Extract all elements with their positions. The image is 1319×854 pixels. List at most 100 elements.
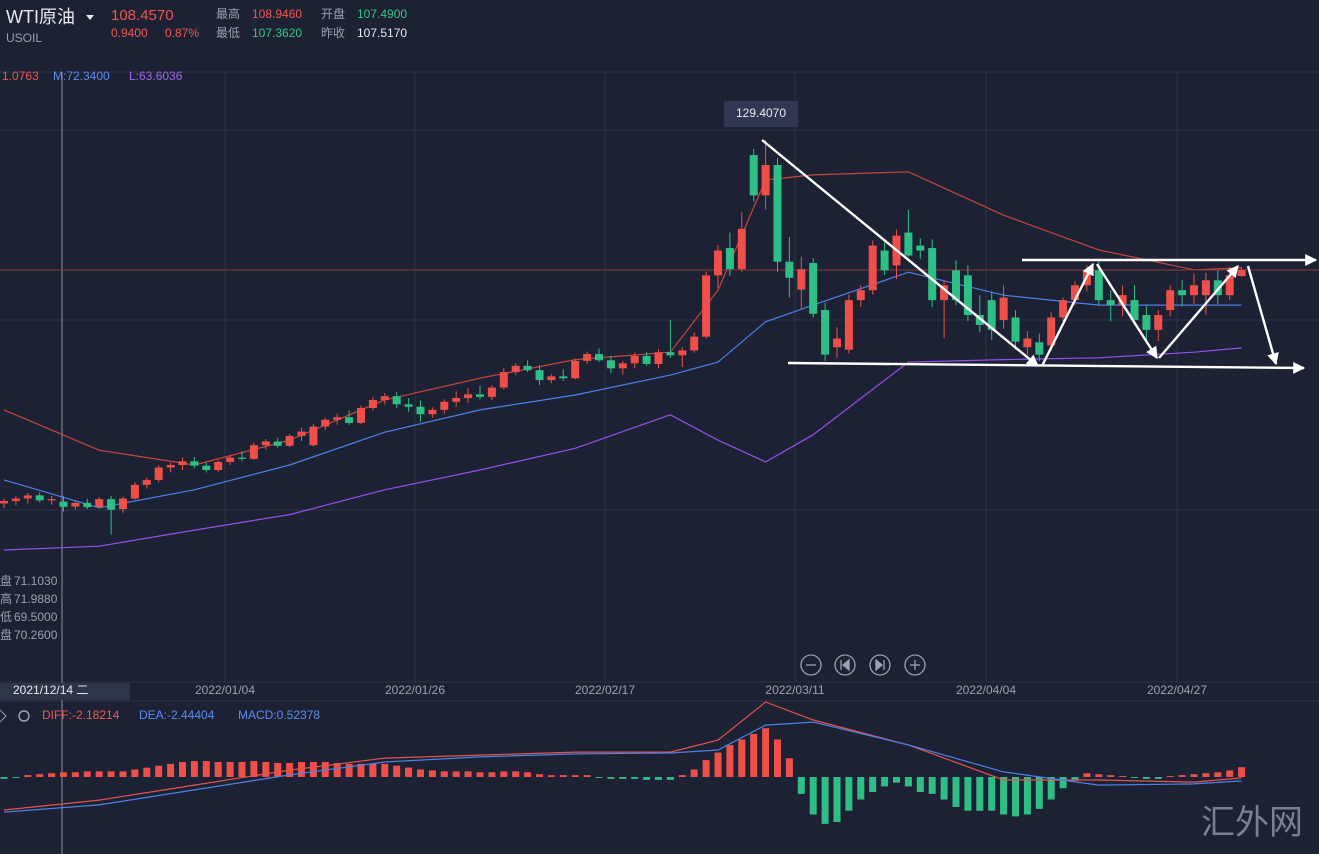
- candle-body: [535, 370, 544, 381]
- macd-bar: [1083, 773, 1091, 777]
- macd-bar: [857, 777, 865, 800]
- macd-bar: [1012, 777, 1019, 817]
- macd-bar: [428, 770, 436, 777]
- candle-body: [1142, 315, 1151, 330]
- macd-bar: [250, 761, 258, 777]
- candle-body: [630, 355, 639, 364]
- candle-body: [499, 372, 508, 388]
- info-label: 高: [0, 591, 12, 606]
- macd-bar: [357, 763, 365, 777]
- macd-bar: [488, 772, 496, 777]
- peak-label: 129.4070: [736, 106, 786, 120]
- macd-bar: [833, 777, 841, 822]
- info-label: 盘: [0, 573, 12, 588]
- candle-body: [940, 285, 949, 301]
- macd-bar: [547, 775, 555, 777]
- grid: [0, 71, 1319, 854]
- macd-bar: [214, 762, 222, 777]
- collapse-icon[interactable]: [0, 709, 7, 723]
- macd-bar: [1226, 770, 1234, 777]
- macd-bar: [107, 771, 115, 777]
- band-upper: [3, 171, 1242, 466]
- zoom-out[interactable]: [800, 654, 822, 676]
- candle-body: [119, 498, 127, 510]
- candle-body: [476, 394, 484, 397]
- candle-body: [1225, 275, 1234, 296]
- candle-body: [571, 360, 580, 379]
- macd-bar: [1000, 777, 1008, 815]
- dropdown-icon[interactable]: [86, 15, 94, 20]
- info-value: 70.2600: [14, 628, 58, 642]
- macd-bar: [238, 762, 246, 777]
- macd-bar: [881, 777, 889, 787]
- candle-body: [678, 350, 687, 356]
- candle-body: [1059, 300, 1068, 318]
- date-label: 2022/01/26: [385, 683, 445, 697]
- candle-body: [35, 495, 44, 501]
- macd-bar: [1202, 773, 1210, 777]
- candle-body: [416, 406, 425, 415]
- candle-body: [904, 232, 913, 256]
- candle-body: [999, 297, 1008, 320]
- macd-bar: [464, 771, 472, 777]
- candle-body: [440, 401, 449, 410]
- macd-legend: DIFF:-2.18214 DEA:-2.44404 MACD:0.52378: [0, 708, 320, 723]
- macd-bar: [179, 762, 186, 777]
- candle-body: [0, 500, 8, 504]
- prev-button[interactable]: [834, 654, 856, 676]
- macd-bar: [797, 777, 805, 794]
- macd-bar: [512, 771, 520, 777]
- wave-arrow: [1158, 265, 1239, 359]
- candle-body: [583, 354, 592, 361]
- macd-bar: [1214, 772, 1222, 777]
- peak-tag: 129.4070: [724, 101, 798, 127]
- macd-bar: [417, 769, 424, 777]
- info-value: 71.9880: [14, 592, 58, 606]
- change-pct: 0.87%: [165, 26, 199, 40]
- label: 最低: [216, 26, 240, 40]
- macd-bar: [143, 767, 151, 777]
- candle-body: [368, 399, 377, 408]
- macd-bar: [1142, 777, 1150, 779]
- macd-bar: [536, 774, 543, 777]
- candle-body: [23, 495, 32, 499]
- settings-icon[interactable]: [18, 710, 30, 722]
- candle-body: [725, 248, 734, 270]
- date-label: 2022/03/11: [765, 683, 824, 697]
- macd-bar: [904, 777, 912, 787]
- macd-bar: [583, 775, 591, 777]
- candle-body: [428, 409, 437, 415]
- candle-body: [523, 365, 532, 371]
- candle-body: [666, 352, 675, 356]
- candle-body: [1023, 338, 1032, 348]
- candle-body: [392, 396, 401, 405]
- macd-bar: [274, 762, 282, 777]
- macd-bar: [36, 774, 44, 777]
- macd-bar: [738, 739, 746, 777]
- trend-arrow: [761, 139, 1039, 367]
- macd-bar: [202, 761, 210, 777]
- candle-body: [71, 502, 80, 507]
- macd-bar: [714, 752, 722, 777]
- value: 107.5170: [357, 26, 407, 40]
- next-button[interactable]: [869, 654, 891, 676]
- candle-body: [1190, 285, 1198, 296]
- candle-body: [47, 499, 56, 501]
- price: 108.4570: [111, 7, 174, 24]
- candle-body: [1106, 300, 1115, 306]
- zoom-in[interactable]: [904, 654, 926, 676]
- macd-bar: [1071, 777, 1079, 781]
- candle-body: [1118, 295, 1127, 306]
- info-label: 低: [0, 610, 12, 624]
- candle-body: [380, 396, 389, 400]
- candle-body: [595, 354, 603, 361]
- value: 107.4900: [357, 7, 407, 21]
- candle-body: [357, 407, 365, 423]
- candle-body: [107, 499, 116, 510]
- macd-bar: [333, 762, 341, 777]
- candle-body: [297, 431, 306, 436]
- legend-item: 1.0763: [2, 69, 39, 83]
- dea-line: [3, 721, 1242, 813]
- symbol[interactable]: WTI原油: [6, 7, 75, 27]
- macd-bar: [71, 772, 79, 777]
